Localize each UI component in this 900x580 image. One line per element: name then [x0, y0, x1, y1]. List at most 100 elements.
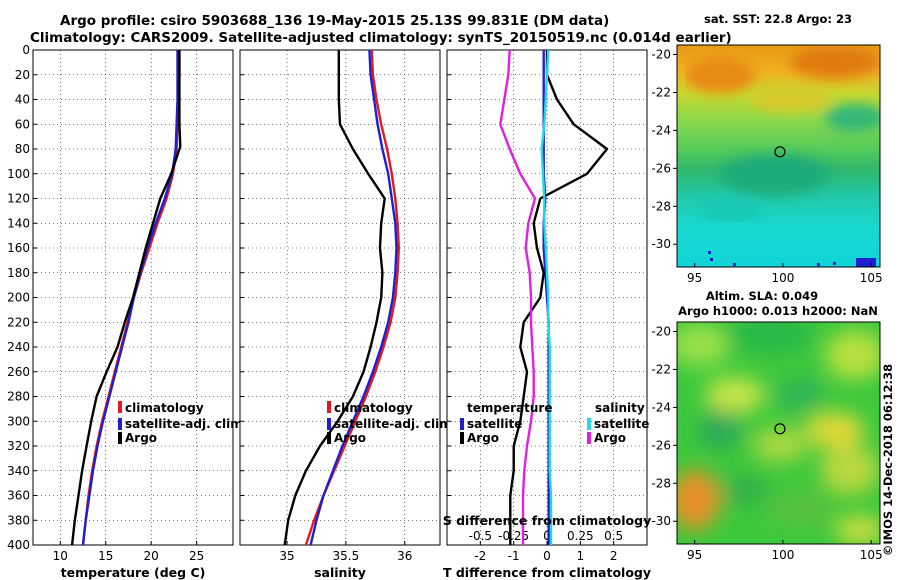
series-line-argo [283, 50, 386, 545]
y-tick-label: 360 [7, 489, 30, 503]
sst-map-title: sat. SST: 22.8 Argo: 23 [704, 12, 852, 26]
sla-patch [705, 377, 765, 413]
temperature-lines [70, 50, 182, 545]
x-tick-label: 25 [189, 549, 204, 563]
s-tick-label: 0 [543, 529, 551, 543]
map-x-tick-label: 100 [771, 271, 794, 285]
legend-swatch-t-satellite [460, 418, 464, 430]
difference-lines [499, 50, 609, 545]
sla-patch [835, 515, 880, 544]
sst-patch [750, 88, 830, 112]
sst-pixel [733, 263, 736, 266]
sla-field [677, 322, 880, 544]
difference-tick-labels: -2 -1 0 1 2 [474, 549, 617, 563]
legend-argo: Argo [334, 431, 366, 445]
map-y-tick-label: -20 [651, 324, 671, 338]
y-tick-label: 140 [7, 216, 30, 230]
salinity-tick-labels: 35 35.5 36 [279, 549, 412, 563]
series-line-climatology [304, 50, 400, 545]
legend-swatch-argo [327, 432, 331, 444]
sst-pixel [710, 258, 713, 261]
map-x-tick-label: 95 [687, 271, 702, 285]
legend-climatology: climatology [125, 401, 204, 415]
legend-temperature-heading: temperature [467, 401, 552, 415]
y-tick-label: 340 [7, 464, 30, 478]
sla-patch [677, 323, 730, 367]
legend-swatch-satellite [118, 418, 122, 430]
s-difference-tick-labels: -0.5 -0.25 0 0.25 0.5 [469, 529, 624, 543]
sla-map-title: Altim. SLA: 0.049 [706, 289, 818, 303]
sst-field [677, 45, 880, 267]
legend-salinity-heading: salinity [595, 401, 645, 415]
legend-t-satellite: satellite [467, 417, 522, 431]
temperature-panel: 0 20 40 60 80 100 120 140 160 180 200 220 240 260 280 3… [7, 43, 247, 580]
sla-patch [698, 410, 742, 450]
y-tick-label: 320 [7, 439, 30, 453]
series-line-salinity-argo [499, 50, 537, 545]
series-line-argo [70, 50, 182, 545]
map-x-tick-label: 100 [771, 548, 794, 562]
y-tick-label: 120 [7, 192, 30, 206]
sla-map-frame [676, 321, 881, 545]
legend-climatology: climatology [334, 401, 413, 415]
sst-pixel [856, 258, 876, 267]
s-tick-label: 0.25 [567, 529, 594, 543]
temperature-legend: climatology satellite-adj. clim. Argo [118, 401, 247, 445]
salinity-legend: climatology satellite-adj. clim. Argo [327, 401, 456, 445]
x-tick-label: 36 [397, 549, 412, 563]
x-tick-label: 20 [144, 549, 159, 563]
map-y-tick-label: -28 [651, 199, 671, 213]
s-difference-label: S difference from climatology [443, 513, 652, 528]
map-y-tick-label: -24 [651, 123, 671, 137]
map-y-tick-label: -28 [651, 476, 671, 490]
sla-patch [825, 330, 880, 380]
sst-pixel [817, 263, 820, 266]
y-tick-label: 40 [15, 93, 30, 107]
depth-tick-labels: 0 20 40 60 80 100 120 140 160 180 200 220 240 260 280 3… [7, 43, 30, 552]
legend-swatch-s-satellite [587, 418, 591, 430]
map-y-tick-label: -30 [651, 514, 671, 528]
y-tick-label: 380 [7, 513, 30, 527]
sla-patch [820, 445, 880, 495]
t-difference-xlabel: T difference from climatology [443, 565, 651, 580]
map-y-tick-label: -30 [651, 237, 671, 251]
y-tick-label: 160 [7, 241, 30, 255]
sla-patch [752, 427, 808, 463]
y-tick-label: 80 [15, 142, 30, 156]
series-line-salinity-satellite [540, 50, 553, 545]
sst-patch [790, 46, 880, 78]
y-tick-label: 20 [15, 68, 30, 82]
s-tick-label: -0.5 [469, 529, 492, 543]
footer-timestamp: ©IMOS 14-Dec-2018 06:12:38 [881, 364, 895, 556]
sst-pixel [708, 251, 711, 254]
title-line-1: Argo profile: csiro 5903688_136 19-May-2… [60, 13, 609, 29]
difference-legend: temperature satellite Argo salinity sate… [460, 401, 649, 445]
y-tick-label: 100 [7, 167, 30, 181]
argo-position-marker [774, 423, 786, 435]
legend-s-satellite: satellite [594, 417, 649, 431]
sst-patch [720, 155, 830, 195]
map-y-tick-label: -24 [651, 400, 671, 414]
salinity-panel: 35 35.5 36 salinity climatology satellite-… [239, 49, 456, 580]
y-tick-label: 200 [7, 291, 30, 305]
y-tick-label: 220 [7, 315, 30, 329]
sla-map: Altim. SLA: 0.049 Argo h1000: 0.013 h200… [651, 289, 883, 562]
sla-patches [677, 322, 880, 544]
series-line-satellite-adj-clim- [309, 50, 398, 545]
difference-panel: -2 -1 0 1 2 -0.5 -0.25 0 0.25 0.5 T difference f… [443, 49, 652, 580]
map-x-tick-label: 95 [687, 548, 702, 562]
sst-patch [700, 198, 760, 222]
sst-map-ticks: 95 100 105 -20 -22 -24 -26 -28 -30 [651, 47, 882, 285]
map-x-tick-label: 105 [860, 548, 883, 562]
legend-swatch-argo [118, 432, 122, 444]
sst-pixel [833, 262, 836, 265]
sst-map: sat. SST: 22.8 Argo: 23 95 100 105 -20 -22 -2… [651, 12, 882, 285]
legend-satellite: satellite-adj. clim. [125, 417, 247, 431]
legend-swatch-climatology [327, 401, 331, 413]
sla-patch [765, 492, 835, 528]
y-tick-label: 60 [15, 117, 30, 131]
series-line-temperature-argo [509, 50, 609, 545]
legend-swatch-s-argo [587, 432, 591, 444]
legend-argo: Argo [125, 431, 157, 445]
